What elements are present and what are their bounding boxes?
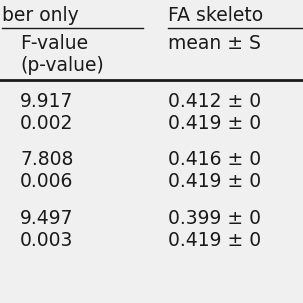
Text: 0.412 ± 0: 0.412 ± 0 bbox=[168, 92, 261, 111]
Text: 9.497: 9.497 bbox=[20, 209, 74, 228]
Text: 0.399 ± 0: 0.399 ± 0 bbox=[168, 209, 261, 228]
Text: 0.416 ± 0: 0.416 ± 0 bbox=[168, 150, 261, 169]
Text: (p-value): (p-value) bbox=[20, 56, 104, 75]
Text: F-value: F-value bbox=[20, 34, 88, 53]
Text: 7.808: 7.808 bbox=[20, 150, 73, 169]
Text: 0.006: 0.006 bbox=[20, 172, 73, 191]
Text: mean ± S: mean ± S bbox=[168, 34, 261, 53]
Text: 0.419 ± 0: 0.419 ± 0 bbox=[168, 231, 261, 250]
Text: 0.419 ± 0: 0.419 ± 0 bbox=[168, 172, 261, 191]
Text: 0.419 ± 0: 0.419 ± 0 bbox=[168, 114, 261, 133]
Text: 9.917: 9.917 bbox=[20, 92, 73, 111]
Text: 0.003: 0.003 bbox=[20, 231, 73, 250]
Text: FA skeleto: FA skeleto bbox=[168, 6, 267, 25]
Text: ber only: ber only bbox=[2, 6, 79, 25]
Text: 0.002: 0.002 bbox=[20, 114, 73, 133]
